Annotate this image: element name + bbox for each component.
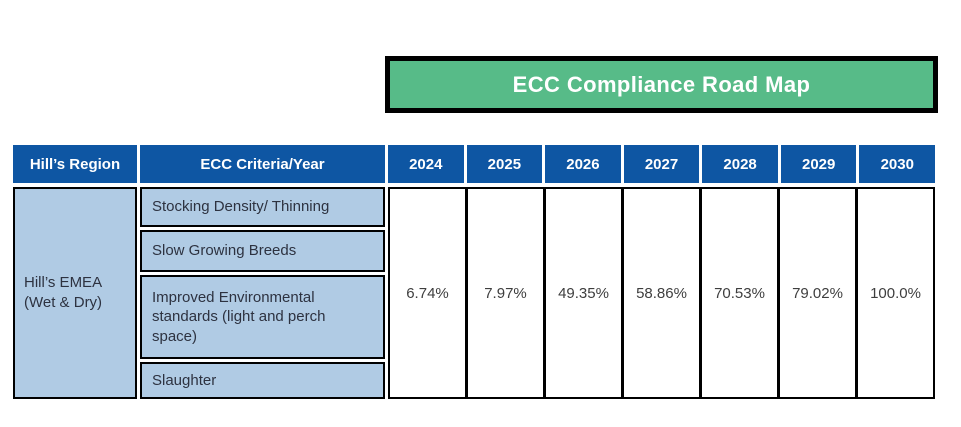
header-year-2029: 2029 [780,145,857,183]
header-year-2025: 2025 [466,145,543,183]
title-banner: ECC Compliance Road Map [385,56,938,113]
table-body: Hill’s EMEA (Wet & Dry) Stocking Density… [13,187,935,399]
value-2025: 7.97% [465,189,543,397]
header-year-2026: 2026 [545,145,621,183]
header-year-2030: 2030 [859,145,936,183]
header-year-2027: 2027 [623,145,700,183]
region-scope: (Wet & Dry) [24,294,103,311]
table-header-row: Hill’s Region ECC Criteria/Year 2024 202… [13,145,936,183]
value-2028: 70.53% [699,189,777,397]
value-2024: 6.74% [406,284,449,302]
header-region: Hill’s Region [13,145,137,183]
header-criteria-year: ECC Criteria/Year [140,145,385,183]
criteria-stocking-density: Stocking Density/ Thinning [140,187,385,227]
criteria-slaughter: Slaughter [140,362,385,399]
header-year-2028: 2028 [702,145,778,183]
compliance-roadmap-table: Hill’s Region ECC Criteria/Year 2024 202… [13,145,936,399]
value-2026: 49.35% [543,189,621,397]
criteria-slow-growing-breeds: Slow Growing Breeds [140,230,385,272]
value-2027: 58.86% [621,189,699,397]
header-year-2024: 2024 [388,145,464,183]
value-2030: 100.0% [855,189,933,397]
criteria-column: Stocking Density/ Thinning Slow Growing … [140,187,385,399]
criteria-improved-environmental-standards: Improved Environmental standards (light … [140,275,385,359]
values-grid: 6.74% 7.97% 49.35% 58.86% 70.53% 79.02% … [388,187,935,399]
page-title: ECC Compliance Road Map [512,71,811,97]
region-cell: Hill’s EMEA (Wet & Dry) [13,187,137,399]
region-name: Hill’s EMEA [24,273,103,291]
value-2029: 79.02% [777,189,855,397]
